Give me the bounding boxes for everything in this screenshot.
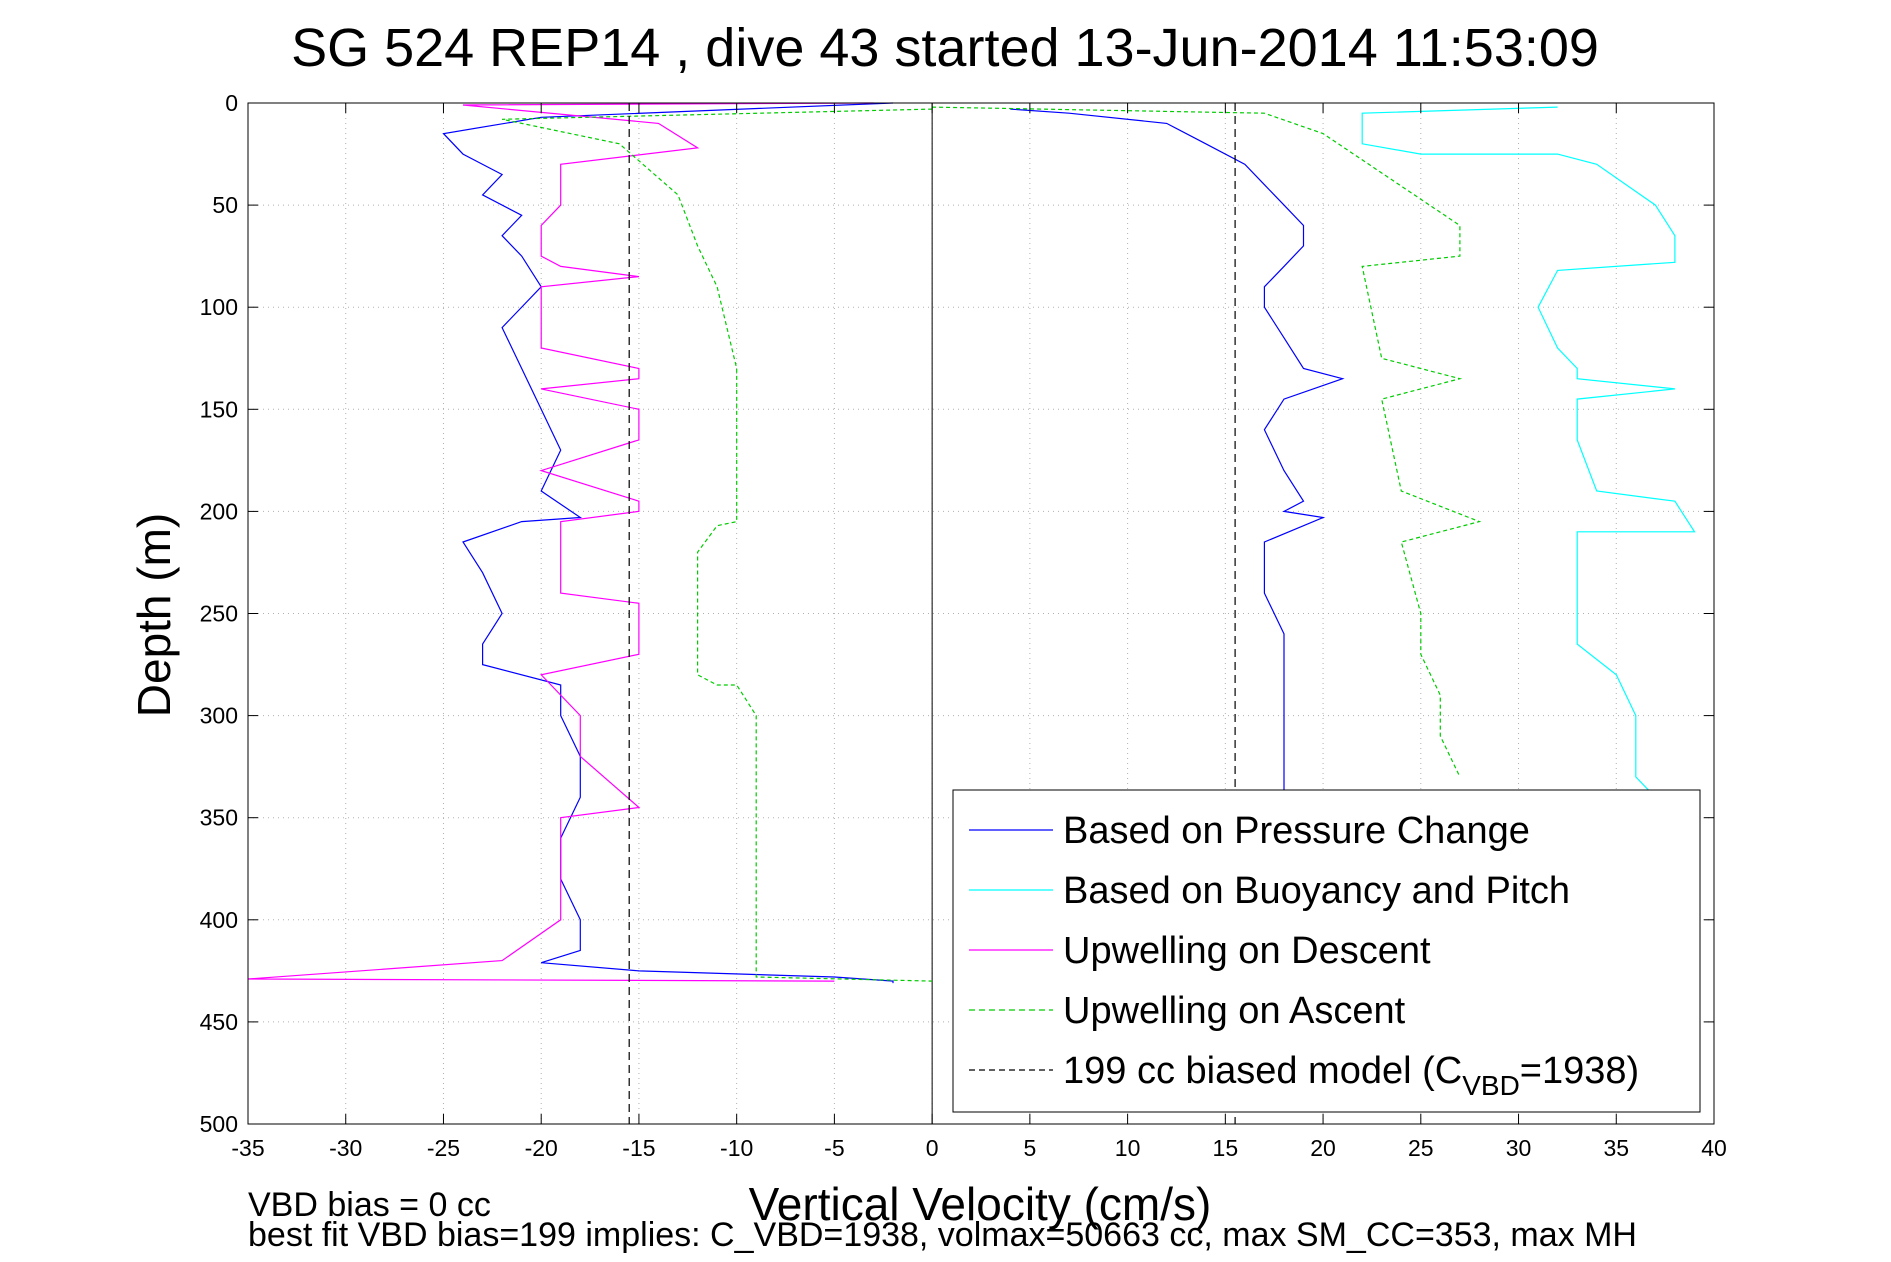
x-tick-label: -35 (231, 1135, 264, 1161)
chart-title: SG 524 REP14 , dive 43 started 13-Jun-20… (291, 18, 1599, 78)
x-tick-label: 30 (1506, 1135, 1532, 1161)
series-line (247, 102, 874, 982)
footer-line-2: best fit VBD bias=199 implies: C_VBD=193… (248, 1216, 1637, 1254)
x-tick-label: 0 (926, 1135, 939, 1161)
x-tick-label: -20 (525, 1135, 558, 1161)
x-tick-label: 40 (1701, 1135, 1727, 1161)
x-tick-label: 5 (1023, 1135, 1036, 1161)
y-tick-label: 50 (212, 192, 238, 218)
series-line (442, 102, 894, 984)
series-line (501, 108, 933, 982)
y-tick-label: 100 (200, 294, 238, 320)
x-tick-label: -5 (824, 1135, 844, 1161)
series-line (1010, 108, 1345, 798)
legend: Based on Pressure Change Based on Buoyanc… (952, 789, 1701, 1113)
y-axis-ticks: 0 50 100 150 200 250 300 350 400 450 500 (200, 90, 1714, 1137)
footer-line-1: VBD bias = 0 cc (248, 1186, 491, 1224)
y-tick-label: 0 (225, 90, 238, 116)
y-axis-label: Depth (m) (128, 513, 180, 717)
y-tick-label: 250 (200, 601, 238, 627)
x-axis-label: Vertical Velocity (cm/s) (749, 1178, 1212, 1230)
x-tick-label: 20 (1310, 1135, 1336, 1161)
x-tick-label: 35 (1603, 1135, 1629, 1161)
y-tick-label: 150 (200, 396, 238, 422)
y-tick-label: 400 (200, 907, 238, 933)
legend-label: Upwelling on Ascent (1063, 990, 1406, 1032)
legend-label: Based on Pressure Change (1063, 810, 1530, 852)
x-tick-label: -10 (720, 1135, 753, 1161)
x-tick-label: 25 (1408, 1135, 1434, 1161)
legend-label: Upwelling on Descent (1063, 930, 1431, 972)
series-line (932, 106, 1482, 778)
y-tick-label: 500 (200, 1111, 238, 1137)
legend-label: Based on Buoyancy and Pitch (1063, 870, 1570, 912)
x-tick-label: -25 (427, 1135, 460, 1161)
legend-box (952, 789, 1701, 1113)
y-tick-label: 200 (200, 498, 238, 524)
x-tick-label: 10 (1115, 1135, 1141, 1161)
x-tick-label: -30 (329, 1135, 362, 1161)
x-tick-label: -15 (622, 1135, 655, 1161)
y-tick-label: 350 (200, 805, 238, 831)
x-tick-label: 15 (1213, 1135, 1239, 1161)
y-tick-label: 300 (200, 703, 238, 729)
y-tick-label: 450 (200, 1009, 238, 1035)
series-line (1361, 106, 1696, 798)
x-axis-ticks: -35 -30 -25 -20 -15 -10 -5 0 5 10 15 20 25 30 35 40 (231, 103, 1727, 1161)
